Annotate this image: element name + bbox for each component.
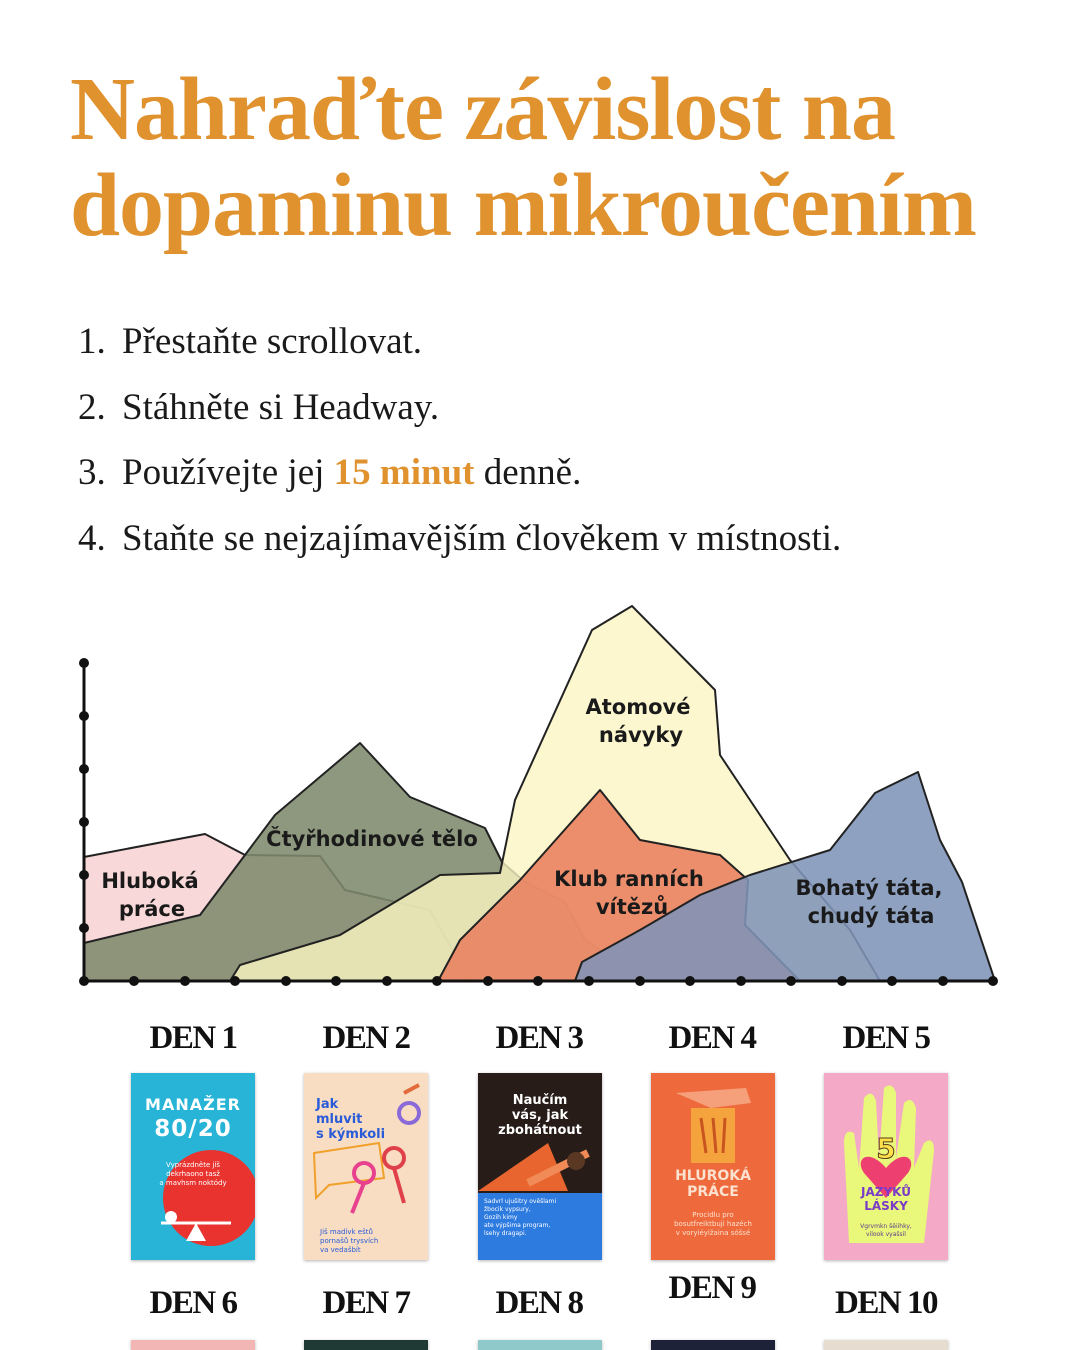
- book-subtitle: Jiš madívk eštů pornašů trysvích va vedašb…: [320, 1228, 428, 1255]
- day-label: DEN 10: [835, 1285, 938, 1321]
- mountain: [574, 771, 996, 982]
- book-title: JAZYKŮ LÁSKY: [824, 1185, 948, 1213]
- step-text: Přestaňte scrollovat.: [122, 321, 423, 362]
- book-title-line: Naučím: [512, 1093, 568, 1108]
- step-number: 1.: [78, 321, 106, 362]
- step-list: 1. Přestaňte scrollovat. 2. Stáhněte si He…: [78, 312, 841, 574]
- day-label: DEN 8: [495, 1285, 584, 1321]
- step: 1. Přestaňte scrollovat.: [78, 312, 841, 378]
- axis-dots: [79, 658, 998, 986]
- cover-art: [312, 1083, 421, 1214]
- book-title-line: Jak: [316, 1097, 339, 1112]
- cover-art: [676, 1088, 751, 1163]
- book-subtitle-line: Vgrvmkn šěiihky,: [860, 1223, 912, 1230]
- day-label: DEN 5: [842, 1020, 931, 1056]
- mountain-label: Klub ranních: [554, 867, 704, 891]
- book-subtitle-line: vilook vyašsil: [866, 1231, 906, 1238]
- mountain-label: Bohatý táta,: [796, 876, 943, 900]
- day-label: DEN 3: [495, 1020, 584, 1056]
- step: 4. Staňte se nejzajímavějším člověkem v m…: [78, 509, 841, 575]
- book-cover: HLUROKÁ PRÁCE Procidlu pro bosutfreiktbuji…: [651, 1073, 775, 1260]
- step-text: Staňte se nejzajímavějším člověkem v mís…: [122, 517, 842, 559]
- mountain-chart: Hluboká práce Čtyřhodinové tělo Atomové …: [79, 605, 998, 986]
- book-title: MANAŽER 80/20: [131, 1095, 255, 1143]
- book-subtitle-line: Vyprázdněte jíš: [165, 1161, 221, 1169]
- book-subtitle: Vyprázdněte jíš dekrhaono tasž a mavhsm no…: [131, 1161, 255, 1188]
- day-label: DEN 6: [149, 1285, 238, 1321]
- day-label: DEN 2: [322, 1020, 411, 1056]
- mountain-label: návyky: [599, 723, 683, 747]
- book-cover: 5 JAZYKŮ LÁSKY Vgrvmkn šěiihky, vilook vya…: [824, 1073, 948, 1260]
- book-subtitle-line: va vedašbít: [320, 1246, 361, 1254]
- book-subtitle: Vgrvmkn šěiihky, vilook vyašsil: [824, 1223, 948, 1239]
- book-subtitle-line: Gozih kimy: [484, 1214, 518, 1221]
- book-cover: MANAŽER 80/20 Vyprázdněte jíš dekrhaono ta…: [131, 1073, 255, 1260]
- book-number: 5: [876, 1132, 896, 1165]
- book-title: Naučím vás, jak zbohátnout: [478, 1093, 602, 1138]
- book-cover: [824, 1340, 948, 1350]
- book-subtitle-line: žbocik vypsury,: [484, 1206, 531, 1213]
- mountain-label: Čtyřhodinové tělo: [266, 826, 478, 851]
- book-title-line: MANAŽER: [145, 1095, 241, 1114]
- book-title-line: JAZYKŮ: [861, 1185, 911, 1199]
- book-title-line: s kýmkoli: [316, 1127, 386, 1142]
- book-title-line: HLUROKÁ: [675, 1168, 751, 1184]
- book-title-line: zbohátnout: [498, 1123, 582, 1138]
- book-subtitle-line: v voryiéyižaina sóšsé: [675, 1229, 751, 1237]
- book-title-line: vás, jak: [511, 1108, 569, 1123]
- book-cover: [131, 1340, 255, 1350]
- day-label: DEN 4: [668, 1020, 757, 1056]
- book-subtitle-line: a mavhsm noktódy: [159, 1179, 227, 1187]
- book-subtitle-line: Procidlu pro: [692, 1211, 734, 1219]
- book-title-line: PRÁCE: [687, 1184, 739, 1200]
- book-title: HLUROKÁ PRÁCE: [651, 1168, 775, 1200]
- book-subtitle-line: bosutfreiktbuji hazéch: [674, 1220, 752, 1228]
- cover-art: [844, 1085, 934, 1243]
- step-number: 4.: [78, 517, 106, 559]
- book-title-line: mluvit: [316, 1112, 363, 1127]
- book-title-line: LÁSKY: [864, 1199, 908, 1213]
- mountain-label: Hluboká: [101, 869, 198, 893]
- mountain-label: chudý táta: [808, 904, 935, 928]
- cover-art: [161, 1150, 255, 1246]
- book-cover: [651, 1340, 775, 1350]
- headline-line: Nahraďte závislost na: [70, 60, 896, 159]
- headline: Nahraďte závislost na dopaminu mikroučen…: [70, 60, 977, 255]
- step-number: 3.: [78, 452, 106, 493]
- book-title: Jak mluvit s kýmkoli: [316, 1097, 428, 1142]
- book-subtitle: Procidlu pro bosutfreiktbuji hazéch v vory…: [651, 1211, 775, 1238]
- book-subtitle-line: dekrhaono tasž: [166, 1170, 220, 1178]
- book-title-line: 80/20: [154, 1116, 232, 1142]
- cover-art: [478, 1073, 602, 1193]
- step: 3. Používejte jej 15 minut denně.: [78, 443, 841, 509]
- book-cover: [304, 1340, 428, 1350]
- step-highlight: 15 minut: [333, 452, 475, 493]
- step-text: denně.: [483, 452, 582, 493]
- step-text: Stáhněte si Headway.: [122, 386, 440, 428]
- mountain-label: vítězů: [596, 895, 668, 919]
- step: 2. Stáhněte si Headway.: [78, 378, 841, 444]
- book-cover: Jak mluvit s kýmkoli Jiš madívk eštů pornaš…: [304, 1073, 428, 1260]
- day-label: DEN 7: [322, 1285, 411, 1321]
- book-subtitle-line: Sadvrl ujušitry ověšlami: [484, 1198, 557, 1205]
- book-subtitle-line: pornašů trysvích: [320, 1237, 379, 1245]
- step-text: Používejte jej: [122, 452, 325, 493]
- book-subtitle-line: lsehy dragapi.: [484, 1230, 527, 1237]
- book-cover: Naučím vás, jak zbohátnout Sadvrl ujušitry…: [478, 1073, 602, 1260]
- mountain-label: práce: [119, 897, 185, 921]
- book-subtitle-line: ate výpšima program,: [484, 1222, 551, 1229]
- day-label: DEN 9: [668, 1270, 757, 1306]
- book-cover: [478, 1340, 602, 1350]
- mountain-label: Atomové: [586, 695, 691, 719]
- step-number: 2.: [78, 386, 106, 428]
- headline-line: dopaminu mikroučením: [70, 156, 977, 255]
- book-subtitle: Sadvrl ujušitry ověšlami žbocik vypsury, G…: [484, 1198, 602, 1238]
- day-label: DEN 1: [149, 1020, 238, 1056]
- book-subtitle-line: Jiš madívk eštů: [320, 1228, 373, 1236]
